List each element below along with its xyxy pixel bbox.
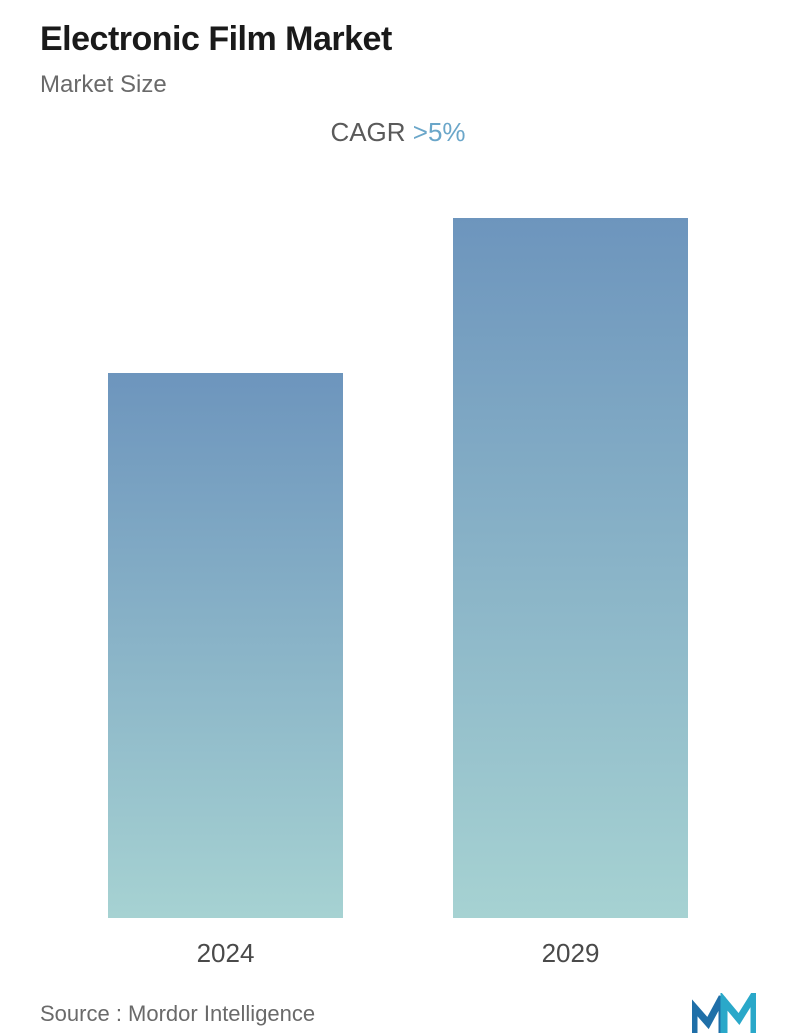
bar-group-2029: 2029 <box>453 218 688 969</box>
source-text: Source : Mordor Intelligence <box>40 1001 315 1027</box>
chart-container: Electronic Film Market Market Size CAGR … <box>0 0 796 1034</box>
bar-label-2029: 2029 <box>542 938 600 969</box>
cagr-value: >5% <box>413 117 466 147</box>
bar-2024 <box>108 373 343 918</box>
footer: Source : Mordor Intelligence <box>40 983 756 1034</box>
bar-group-2024: 2024 <box>108 373 343 969</box>
cagr-row: CAGR >5% <box>40 117 756 148</box>
bar-2029 <box>453 218 688 918</box>
mordor-logo-icon <box>692 993 756 1034</box>
bar-label-2024: 2024 <box>197 938 255 969</box>
cagr-label: CAGR <box>330 117 412 147</box>
page-title: Electronic Film Market <box>40 20 756 59</box>
bar-chart: 2024 2029 <box>40 218 756 969</box>
page-subtitle: Market Size <box>40 71 756 99</box>
